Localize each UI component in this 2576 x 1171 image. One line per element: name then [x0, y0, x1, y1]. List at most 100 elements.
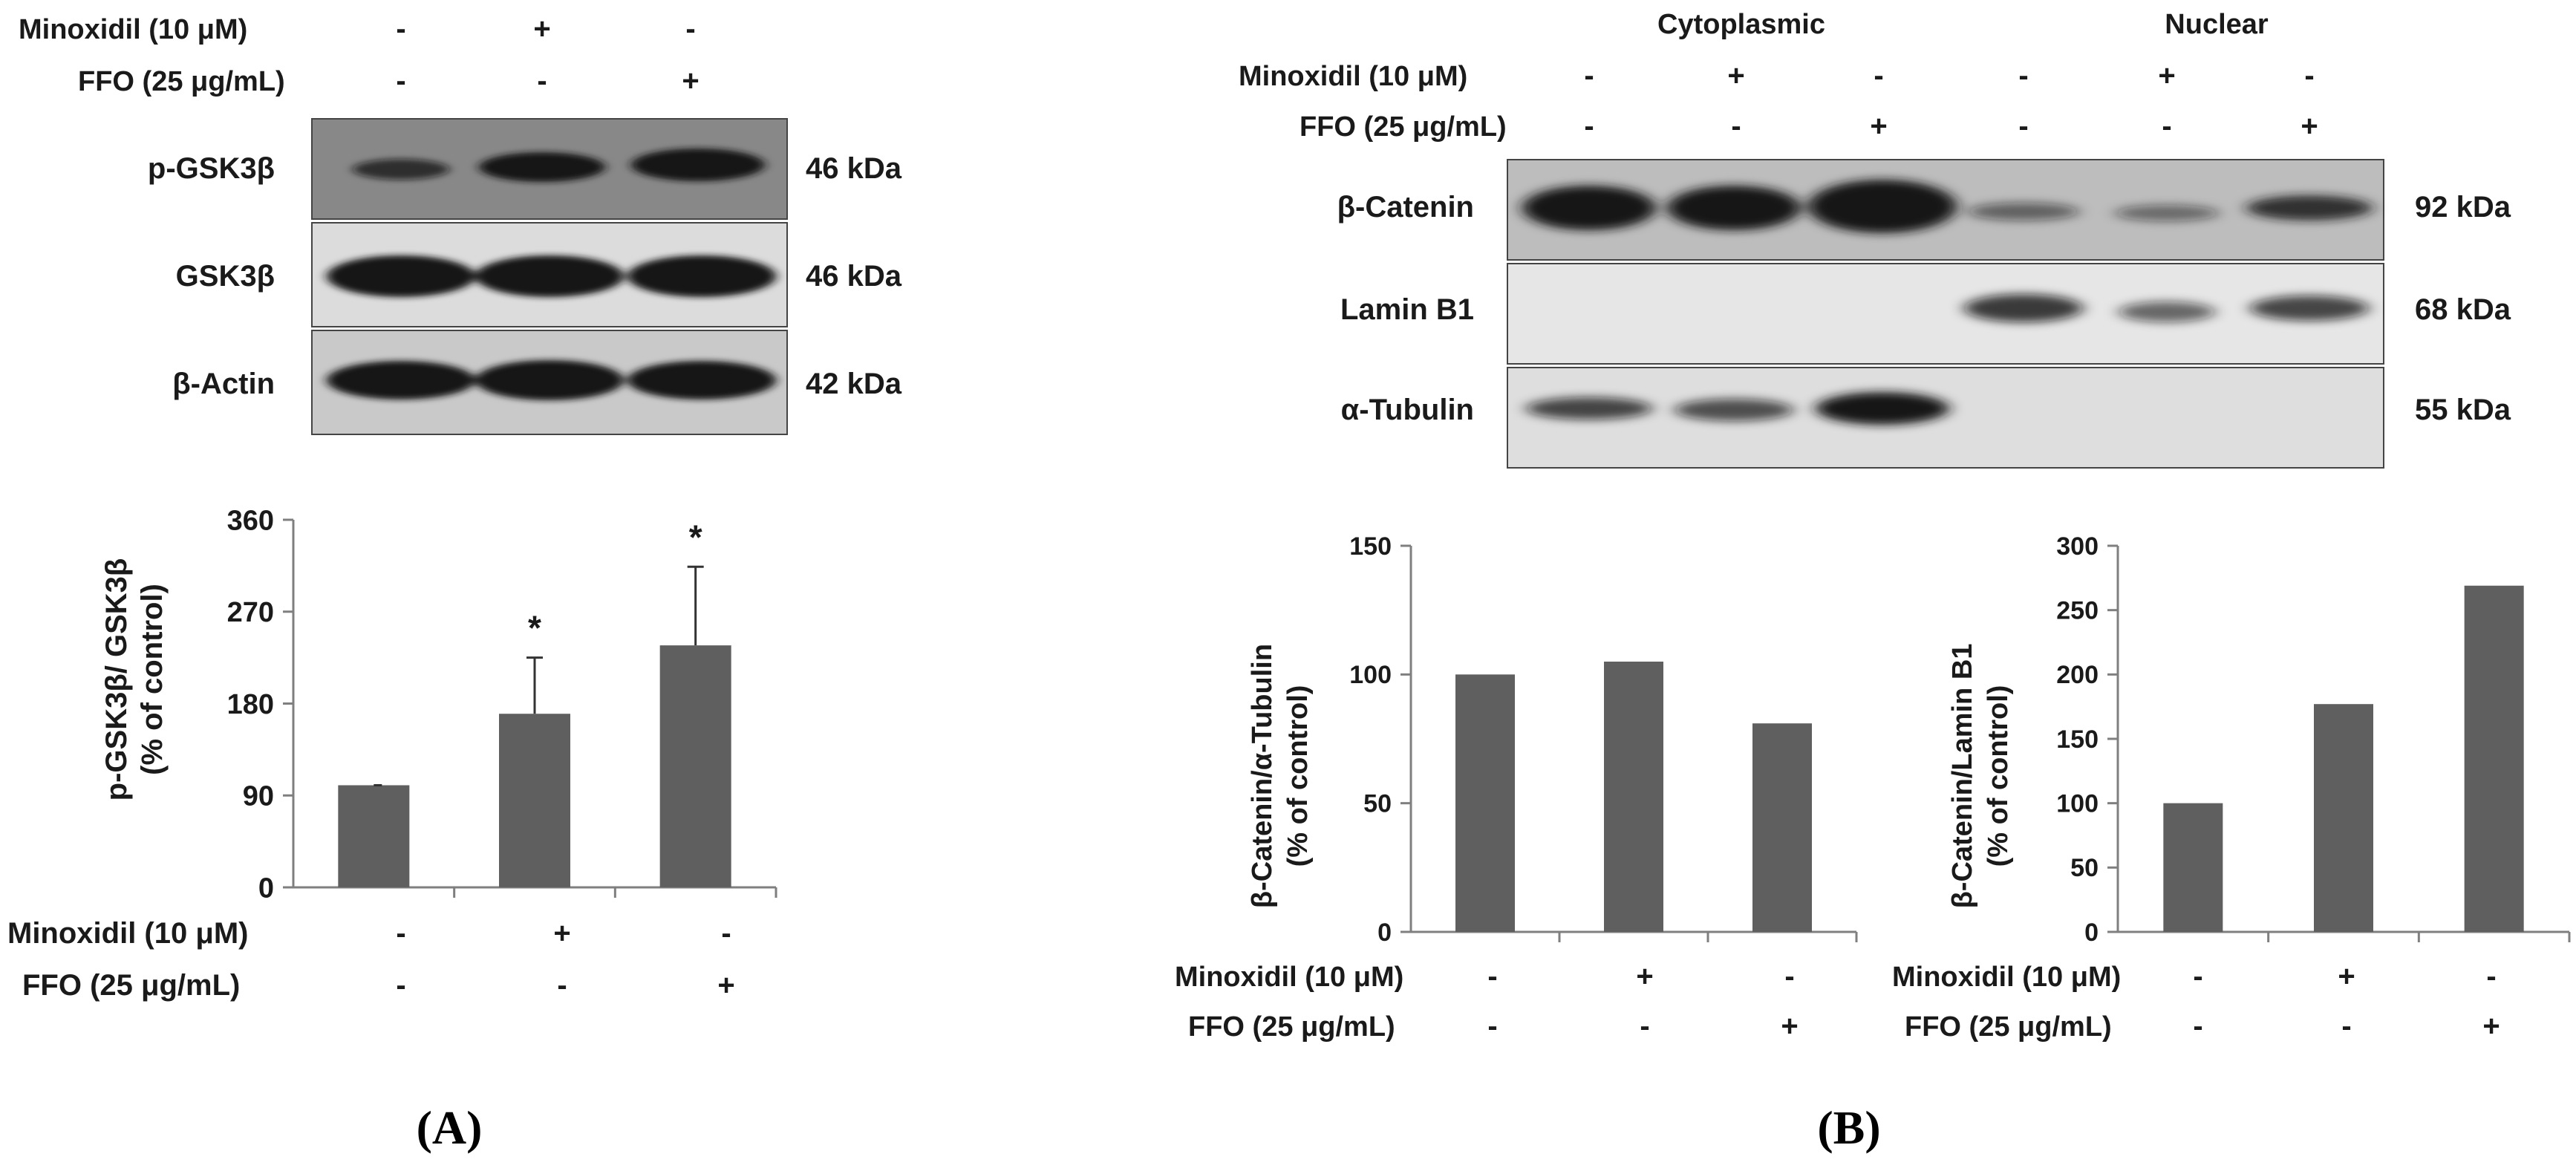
blot-band	[627, 361, 776, 399]
panel-label-a: (A)	[417, 1101, 483, 1154]
significance-marker: *	[689, 518, 702, 556]
kda-label: 46 kDa	[806, 152, 902, 185]
blot-band	[1526, 397, 1652, 420]
kda-label: 92 kDa	[2415, 191, 2511, 224]
chart-b1-treatment-table: Minoxidil (10 μM) FFO (25 μg/mL) - + - -…	[1175, 960, 1799, 1043]
ffo-label: FFO (25 μg/mL)	[78, 66, 285, 97]
sign: -	[1487, 960, 1497, 993]
blot-band	[327, 255, 475, 297]
minoxidil-label: Minoxidil (10 μM)	[1175, 962, 1403, 993]
kda-label: 55 kDa	[2415, 394, 2511, 426]
blot-band	[353, 159, 449, 180]
bar	[1604, 662, 1663, 932]
kda-label: 46 kDa	[806, 260, 902, 293]
ffo-label: FFO (25 μg/mL)	[1188, 1011, 1395, 1043]
western-blot-a: p-GSK3β GSK3β β-Actin 46 kDa 46 kDa 42 k…	[148, 118, 902, 435]
blot-band	[479, 152, 605, 182]
sign: -	[396, 65, 405, 97]
minoxidil-label: Minoxidil (10 μM)	[19, 14, 247, 45]
ffo-label: FFO (25 μg/mL)	[1300, 111, 1507, 143]
blot-a-treatment-header: Minoxidil (10 μM) FFO (25 μg/mL) - + - -…	[19, 13, 700, 97]
y-tick-label: 270	[227, 597, 274, 628]
bar	[2163, 803, 2223, 932]
sign: +	[2158, 59, 2175, 92]
blot-row-label: Lamin B1	[1340, 293, 1474, 326]
sign: +	[553, 917, 570, 950]
panel-label-b: (B)	[1817, 1101, 1880, 1154]
chart-b2-treatment-table: Minoxidil (10 μM) FFO (25 μg/mL) - + - -…	[1892, 960, 2500, 1043]
y-tick-label: 0	[2084, 919, 2099, 947]
blot-band	[2119, 301, 2215, 322]
bar	[2464, 585, 2524, 932]
sign: -	[2018, 110, 2028, 143]
blot-row-label: p-GSK3β	[148, 152, 275, 185]
ffo-label: FFO (25 μg/mL)	[1905, 1011, 2112, 1043]
blot-band	[1522, 186, 1656, 230]
blot-row-label: β-Actin	[172, 368, 275, 400]
sign: -	[1784, 960, 1794, 993]
sign: -	[1640, 1010, 1649, 1043]
sign: -	[1487, 1010, 1497, 1043]
y-tick-label: 150	[2056, 725, 2099, 754]
ffo-label: FFO (25 μg/mL)	[22, 969, 240, 1002]
blot-row-label: α-Tubulin	[1341, 394, 1474, 426]
sign: +	[2338, 960, 2355, 993]
y-tick-label: 250	[2056, 597, 2099, 625]
blot-band	[327, 361, 475, 399]
sign: -	[2193, 1010, 2202, 1043]
y-axis-label: (% of control)	[1983, 685, 2014, 867]
sign: -	[721, 917, 731, 950]
blot-band	[1808, 180, 1957, 233]
minoxidil-label: Minoxidil (10 μM)	[7, 917, 248, 950]
bar	[1752, 723, 1812, 932]
sign: +	[1727, 59, 1744, 92]
sign: +	[1636, 960, 1653, 993]
western-blot-b: β-Catenin Lamin B1 α-Tubulin 92 kDa 68 k…	[1337, 159, 2511, 469]
y-tick-label: 0	[1377, 919, 1392, 947]
chart-a-treatment-table: Minoxidil (10 μM) FFO (25 μg/mL) - + - -…	[7, 917, 735, 1002]
sign: +	[2482, 1010, 2500, 1043]
y-axis-label: (% of control)	[136, 584, 169, 775]
sign: -	[396, 969, 405, 1002]
y-tick-label: 0	[258, 872, 274, 904]
sign: -	[1731, 110, 1741, 143]
blot-strip	[1507, 367, 2384, 469]
blot-row-label: GSK3β	[176, 260, 275, 293]
blot-band	[1968, 203, 2079, 221]
y-tick-label: 200	[2056, 661, 2099, 689]
blot-band	[1816, 392, 1949, 425]
significance-marker: *	[528, 609, 541, 648]
blot-band	[475, 360, 624, 400]
sign: -	[2341, 1010, 2351, 1043]
sign: -	[2304, 59, 2314, 92]
sign: -	[685, 13, 695, 45]
bar-chart-p-gsk3b: p-GSK3β/ GSK3β (% of control) 0 90 180 270 3…	[100, 505, 777, 904]
blot-strip	[1507, 263, 2384, 365]
y-axis-label: β-Catenin/α-Tubulin	[1247, 644, 1278, 908]
sign: -	[396, 917, 405, 950]
y-axis-label: p-GSK3β/ GSK3β	[100, 558, 133, 801]
sign: -	[2486, 960, 2496, 993]
blot-row-label: β-Catenin	[1337, 191, 1474, 224]
sign: +	[1870, 110, 1887, 143]
minoxidil-label: Minoxidil (10 μM)	[1892, 962, 2121, 993]
y-axis-label: β-Catenin/Lamin B1	[1947, 644, 1978, 909]
minoxidil-label: Minoxidil (10 μM)	[1239, 61, 1467, 92]
sign: +	[533, 13, 550, 45]
y-tick-label: 100	[1349, 661, 1392, 689]
blot-band	[2246, 195, 2373, 221]
sign: -	[396, 13, 405, 45]
y-tick-label: 300	[2056, 532, 2099, 561]
y-tick-label: 150	[1349, 532, 1392, 561]
y-tick-label: 180	[227, 689, 274, 720]
sign: -	[2018, 59, 2028, 92]
y-tick-label: 100	[2056, 790, 2099, 818]
bar	[2314, 704, 2373, 932]
sign: -	[1874, 59, 1883, 92]
y-tick-label: 50	[2070, 854, 2099, 882]
y-tick-label: 360	[227, 505, 274, 536]
bar	[499, 714, 570, 887]
sign: -	[1584, 59, 1594, 92]
bar	[338, 785, 410, 887]
